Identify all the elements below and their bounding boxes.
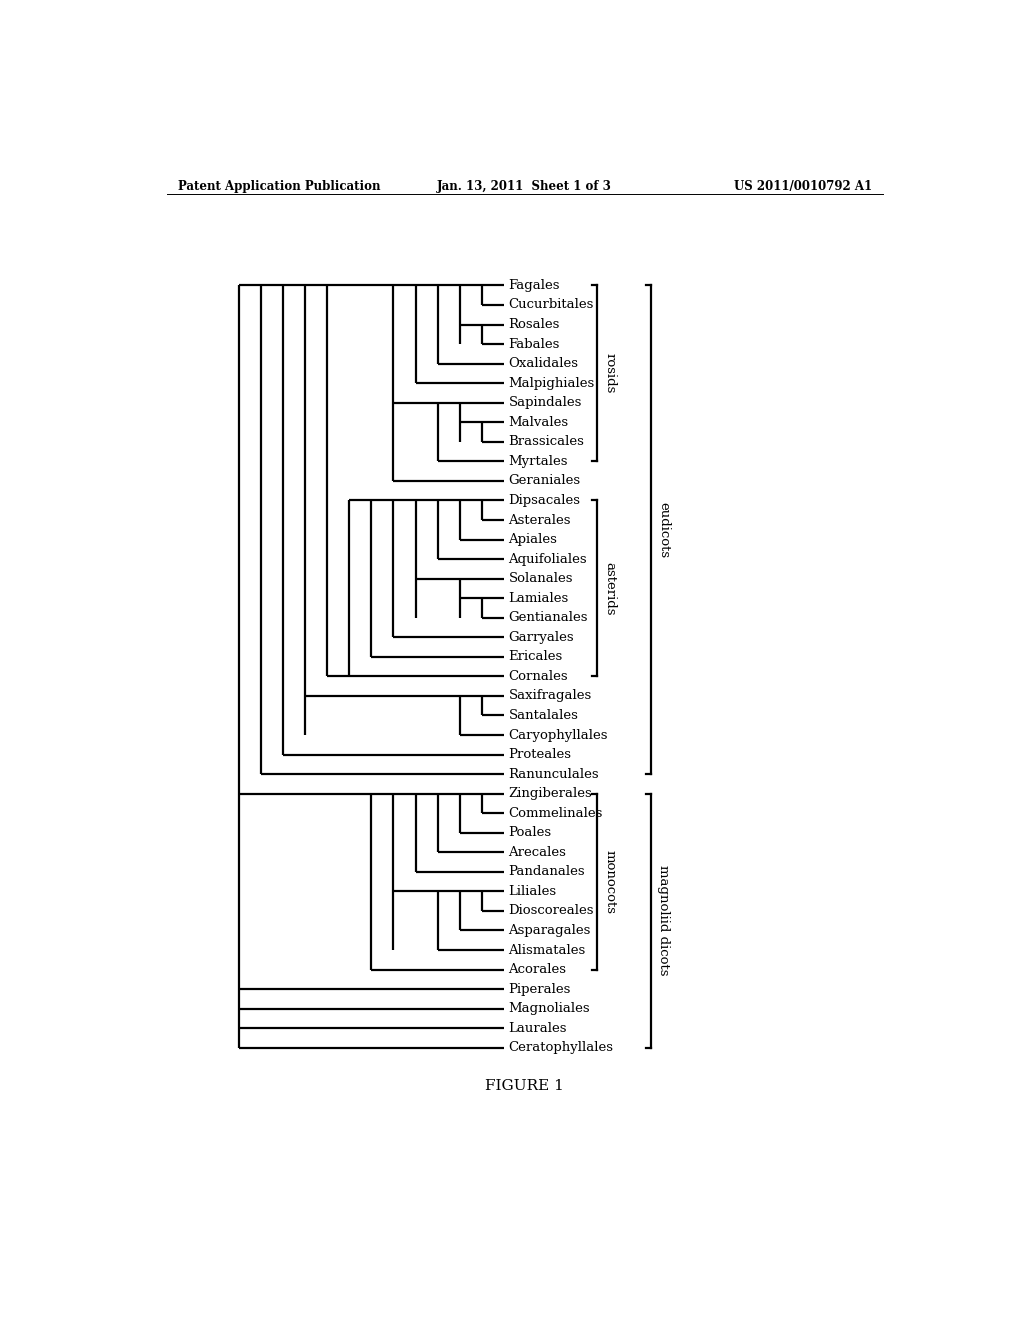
Text: Gentianales: Gentianales <box>509 611 588 624</box>
Text: Geraniales: Geraniales <box>509 474 581 487</box>
Text: Jan. 13, 2011  Sheet 1 of 3: Jan. 13, 2011 Sheet 1 of 3 <box>437 180 612 193</box>
Text: monocots: monocots <box>603 850 616 913</box>
Text: Myrtales: Myrtales <box>509 455 568 467</box>
Text: Liliales: Liliales <box>509 884 557 898</box>
Text: Dipsacales: Dipsacales <box>509 494 581 507</box>
Text: Oxalidales: Oxalidales <box>509 358 579 370</box>
Text: magnoliid dicots: magnoliid dicots <box>657 866 671 975</box>
Text: US 2011/0010792 A1: US 2011/0010792 A1 <box>734 180 872 193</box>
Text: Malvales: Malvales <box>509 416 568 429</box>
Text: Caryophyllales: Caryophyllales <box>509 729 608 742</box>
Text: Cucurbitales: Cucurbitales <box>509 298 594 312</box>
Text: Aquifoliales: Aquifoliales <box>509 553 587 565</box>
Text: Santalales: Santalales <box>509 709 579 722</box>
Text: Ceratophyllales: Ceratophyllales <box>509 1041 613 1055</box>
Text: FIGURE 1: FIGURE 1 <box>485 1080 564 1093</box>
Text: Pandanales: Pandanales <box>509 866 585 878</box>
Text: Ranunculales: Ranunculales <box>509 768 599 780</box>
Text: Solanales: Solanales <box>509 572 573 585</box>
Text: asterids: asterids <box>603 562 616 615</box>
Text: Malpighiales: Malpighiales <box>509 376 595 389</box>
Text: Saxifragales: Saxifragales <box>509 689 592 702</box>
Text: Arecales: Arecales <box>509 846 566 859</box>
Text: Zingiberales: Zingiberales <box>509 787 592 800</box>
Text: Acorales: Acorales <box>509 964 566 975</box>
Text: Cornales: Cornales <box>509 669 568 682</box>
Text: eudicots: eudicots <box>657 502 671 558</box>
Text: Brassicales: Brassicales <box>509 436 585 449</box>
Text: rosids: rosids <box>603 354 616 393</box>
Text: Fagales: Fagales <box>509 279 560 292</box>
Text: Rosales: Rosales <box>509 318 560 331</box>
Text: Ericales: Ericales <box>509 651 563 664</box>
Text: Poales: Poales <box>509 826 552 840</box>
Text: Garryales: Garryales <box>509 631 574 644</box>
Text: Alismatales: Alismatales <box>509 944 586 957</box>
Text: Fabales: Fabales <box>509 338 560 351</box>
Text: Sapindales: Sapindales <box>509 396 582 409</box>
Text: Piperales: Piperales <box>509 982 571 995</box>
Text: Dioscoreales: Dioscoreales <box>509 904 594 917</box>
Text: Laurales: Laurales <box>509 1022 567 1035</box>
Text: Magnoliales: Magnoliales <box>509 1002 590 1015</box>
Text: Lamiales: Lamiales <box>509 591 568 605</box>
Text: Asterales: Asterales <box>509 513 571 527</box>
Text: Commelinales: Commelinales <box>509 807 603 820</box>
Text: Asparagales: Asparagales <box>509 924 591 937</box>
Text: Proteales: Proteales <box>509 748 571 762</box>
Text: Patent Application Publication: Patent Application Publication <box>178 180 381 193</box>
Text: Apiales: Apiales <box>509 533 557 546</box>
